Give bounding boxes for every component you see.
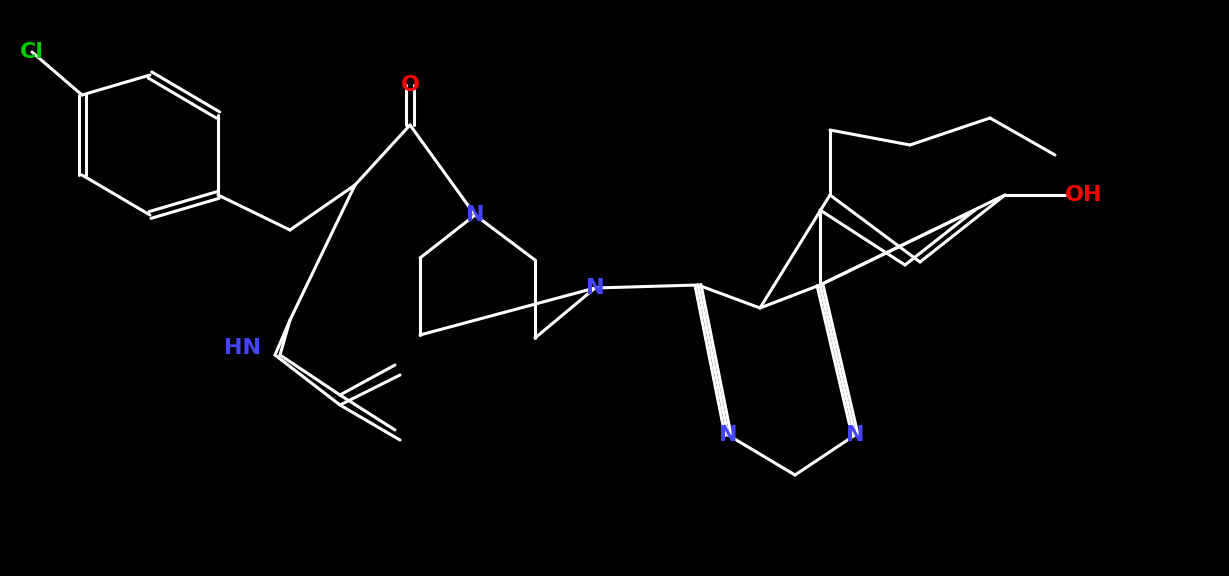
Text: N: N bbox=[586, 278, 605, 298]
Text: O: O bbox=[401, 75, 419, 95]
Text: N: N bbox=[719, 425, 737, 445]
Text: Cl: Cl bbox=[20, 42, 44, 62]
Text: N: N bbox=[846, 425, 864, 445]
Text: N: N bbox=[586, 278, 605, 298]
Text: N: N bbox=[466, 205, 484, 225]
Text: HN: HN bbox=[224, 338, 261, 358]
Text: OH: OH bbox=[1066, 185, 1102, 205]
